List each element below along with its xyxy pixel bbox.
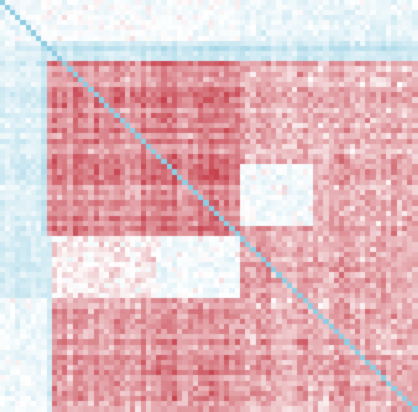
- correlation-heatmap: [0, 0, 418, 412]
- heatmap-cells: [0, 0, 418, 412]
